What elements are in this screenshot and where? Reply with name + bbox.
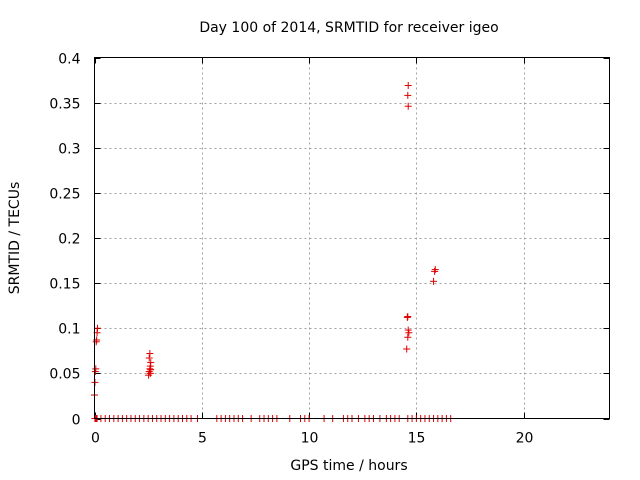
data-point bbox=[146, 350, 154, 358]
data-point bbox=[431, 266, 439, 274]
data-point bbox=[431, 267, 439, 275]
y-tick-label: 0.1 bbox=[58, 322, 80, 338]
data-point bbox=[403, 345, 411, 353]
y-tick-label: 0.4 bbox=[58, 52, 80, 68]
y-tick-label: 0.35 bbox=[49, 97, 80, 113]
x-tick-label: 15 bbox=[408, 431, 426, 447]
y-axis-label: SRMTID / TECUs bbox=[7, 182, 23, 295]
data-point bbox=[147, 359, 155, 367]
y-tick-label: 0.3 bbox=[58, 142, 80, 158]
data-point bbox=[404, 91, 412, 99]
axis-ticks: 0 5 10 15 20 0 0.05 0.1 0.15 0.2 0.25 0.3 0.35 0.4 bbox=[49, 52, 610, 447]
data-point bbox=[147, 366, 155, 374]
x-tick-label: 0 bbox=[91, 431, 100, 447]
data-point bbox=[404, 333, 412, 341]
data-point bbox=[404, 81, 412, 89]
y-tick-label: 0.25 bbox=[49, 187, 80, 203]
data-points bbox=[91, 81, 455, 422]
data-point bbox=[430, 277, 438, 285]
x-tick-label: 10 bbox=[301, 431, 319, 447]
data-point bbox=[94, 324, 102, 332]
x-tick-label: 20 bbox=[516, 431, 534, 447]
data-point bbox=[145, 354, 153, 362]
y-tick-label: 0.05 bbox=[49, 367, 80, 383]
data-point bbox=[404, 313, 412, 321]
y-tick-label: 0 bbox=[72, 413, 81, 429]
data-point bbox=[92, 365, 100, 373]
y-tick-label: 0.2 bbox=[58, 232, 80, 248]
y-tick-label: 0.15 bbox=[49, 277, 80, 293]
data-point bbox=[404, 326, 412, 334]
data-point bbox=[404, 102, 412, 110]
x-axis-label: GPS time / hours bbox=[290, 458, 407, 474]
data-point bbox=[145, 371, 153, 379]
plot-frame bbox=[94, 57, 610, 419]
chart-title: Day 100 of 2014, SRMTID for receiver ige… bbox=[199, 20, 498, 36]
x-tick-label: 5 bbox=[198, 431, 207, 447]
grid bbox=[94, 57, 610, 419]
